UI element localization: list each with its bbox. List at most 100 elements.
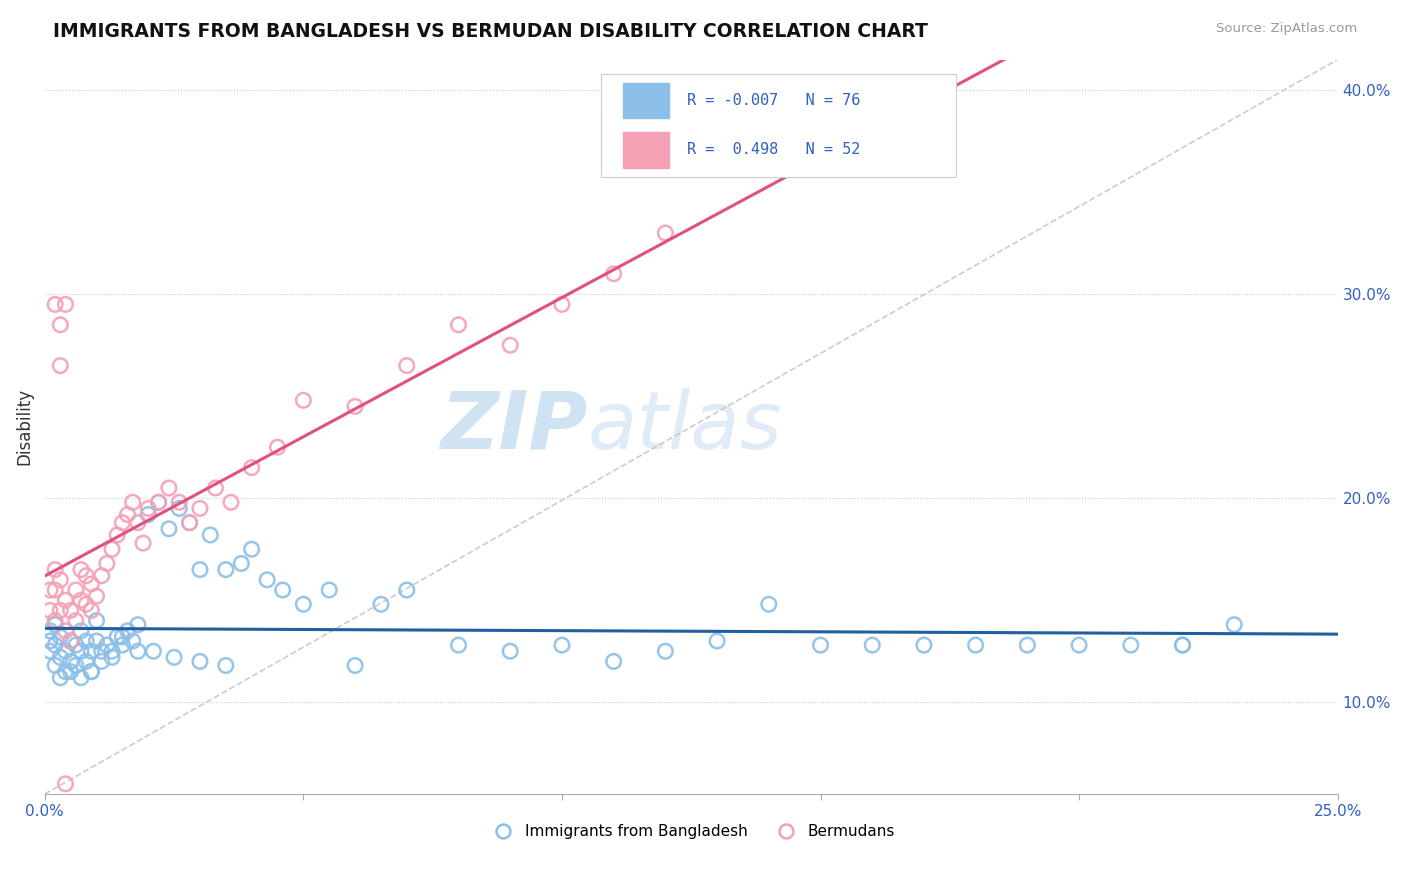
Text: ZIP: ZIP bbox=[440, 388, 588, 466]
Point bbox=[188, 563, 211, 577]
Text: atlas: atlas bbox=[588, 388, 783, 466]
Point bbox=[965, 638, 987, 652]
Point bbox=[96, 638, 118, 652]
Point bbox=[551, 638, 574, 652]
Point bbox=[44, 297, 66, 311]
Point bbox=[810, 638, 832, 652]
Point bbox=[179, 516, 201, 530]
Point bbox=[75, 654, 97, 668]
Point bbox=[179, 516, 201, 530]
Point bbox=[1017, 638, 1039, 652]
Point bbox=[101, 650, 124, 665]
Point bbox=[44, 617, 66, 632]
Text: R =  0.498   N = 52: R = 0.498 N = 52 bbox=[688, 143, 860, 157]
FancyBboxPatch shape bbox=[600, 74, 956, 178]
Point bbox=[90, 568, 112, 582]
Point bbox=[86, 614, 108, 628]
Point bbox=[55, 297, 77, 311]
Point bbox=[912, 638, 935, 652]
Point bbox=[157, 522, 180, 536]
Point bbox=[101, 644, 124, 658]
Point bbox=[271, 582, 294, 597]
Point bbox=[44, 563, 66, 577]
Point bbox=[121, 495, 143, 509]
Point bbox=[111, 516, 134, 530]
Point bbox=[148, 495, 170, 509]
Point bbox=[44, 582, 66, 597]
Point bbox=[105, 630, 128, 644]
Point bbox=[101, 542, 124, 557]
Point bbox=[127, 644, 149, 658]
Point bbox=[70, 624, 93, 638]
Point bbox=[80, 665, 103, 679]
Point bbox=[602, 267, 624, 281]
Point bbox=[127, 516, 149, 530]
Point bbox=[142, 644, 165, 658]
Point bbox=[167, 495, 190, 509]
Point bbox=[117, 508, 139, 522]
Point bbox=[96, 557, 118, 571]
Point bbox=[80, 577, 103, 591]
Point bbox=[80, 665, 103, 679]
Point bbox=[204, 481, 226, 495]
Point bbox=[654, 226, 676, 240]
Point bbox=[49, 630, 72, 644]
Point bbox=[86, 634, 108, 648]
Point bbox=[80, 603, 103, 617]
Text: IMMIGRANTS FROM BANGLADESH VS BERMUDAN DISABILITY CORRELATION CHART: IMMIGRANTS FROM BANGLADESH VS BERMUDAN D… bbox=[53, 22, 928, 41]
Point bbox=[55, 593, 77, 607]
Text: Source: ZipAtlas.com: Source: ZipAtlas.com bbox=[1216, 22, 1357, 36]
Point bbox=[90, 654, 112, 668]
Point bbox=[55, 624, 77, 638]
Bar bbox=[623, 132, 669, 168]
Point bbox=[447, 318, 470, 332]
Point bbox=[49, 573, 72, 587]
Point bbox=[49, 671, 72, 685]
Point bbox=[55, 777, 77, 791]
Point bbox=[136, 501, 159, 516]
Point bbox=[163, 650, 186, 665]
Point bbox=[1171, 638, 1194, 652]
Point bbox=[344, 658, 367, 673]
Point bbox=[75, 568, 97, 582]
Point bbox=[44, 614, 66, 628]
Bar bbox=[623, 83, 669, 119]
Point bbox=[65, 614, 87, 628]
Point bbox=[80, 644, 103, 658]
Point bbox=[39, 644, 62, 658]
Point bbox=[86, 589, 108, 603]
Point bbox=[602, 654, 624, 668]
Point bbox=[1119, 638, 1142, 652]
Point bbox=[49, 603, 72, 617]
Point bbox=[344, 400, 367, 414]
Point bbox=[49, 359, 72, 373]
Point bbox=[1067, 638, 1090, 652]
Point bbox=[292, 393, 315, 408]
Point bbox=[395, 359, 418, 373]
Point bbox=[90, 644, 112, 658]
Point bbox=[231, 557, 253, 571]
Point bbox=[70, 671, 93, 685]
Point bbox=[105, 528, 128, 542]
Point bbox=[39, 624, 62, 638]
Point bbox=[499, 644, 522, 658]
Point bbox=[117, 624, 139, 638]
Point bbox=[55, 644, 77, 658]
Point bbox=[59, 634, 82, 648]
Point bbox=[240, 542, 263, 557]
Point bbox=[59, 665, 82, 679]
Point bbox=[136, 508, 159, 522]
Point bbox=[127, 617, 149, 632]
Point bbox=[111, 638, 134, 652]
Point bbox=[65, 658, 87, 673]
Point bbox=[75, 597, 97, 611]
Point bbox=[49, 318, 72, 332]
Point bbox=[39, 634, 62, 648]
Point bbox=[148, 495, 170, 509]
Point bbox=[65, 638, 87, 652]
Point bbox=[55, 665, 77, 679]
Point bbox=[65, 582, 87, 597]
Point bbox=[266, 440, 288, 454]
Point bbox=[256, 573, 278, 587]
Legend: Immigrants from Bangladesh, Bermudans: Immigrants from Bangladesh, Bermudans bbox=[482, 818, 900, 845]
